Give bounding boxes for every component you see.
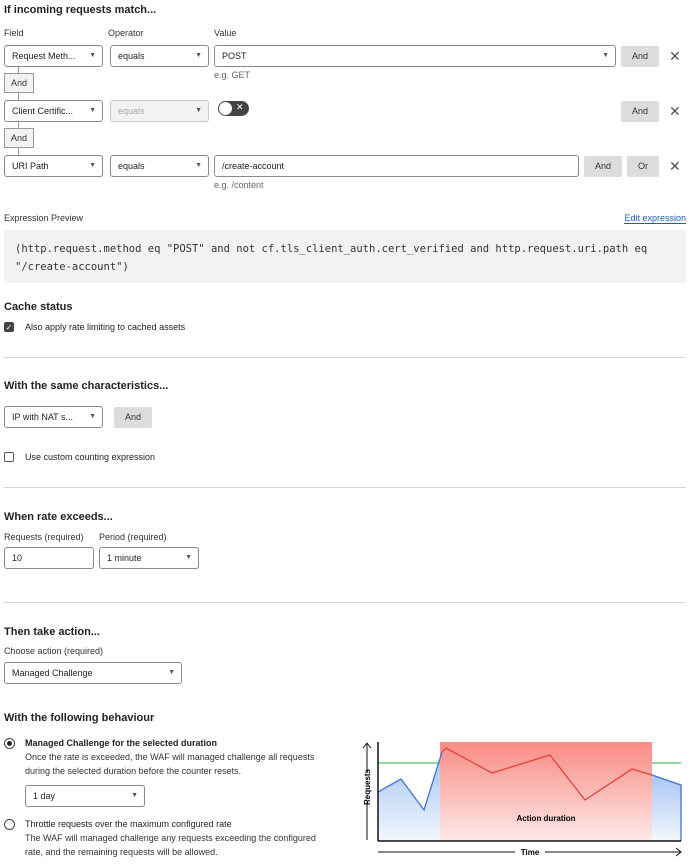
y-arrow-head xyxy=(362,742,372,749)
rate-title: When rate exceeds... xyxy=(4,511,113,523)
behaviour-title: With the following behaviour xyxy=(4,712,155,724)
field-value: Request Meth... xyxy=(12,51,76,61)
option-2-desc-2: rate, and the remaining requests will be… xyxy=(25,847,218,857)
option-2-title: Throttle requests over the maximum confi… xyxy=(25,819,232,829)
caret-down-icon: ▼ xyxy=(89,107,96,114)
cache-status-title: Cache status xyxy=(4,301,73,313)
option-1-desc-2: during the selected duration before the … xyxy=(25,766,242,776)
operator-select-2: equals ▼ xyxy=(110,100,209,122)
value-label: Value xyxy=(214,28,237,38)
period-label: Period (required) xyxy=(99,532,167,542)
divider xyxy=(4,357,686,358)
period-value: 1 minute xyxy=(107,553,142,563)
field-value: Client Certific... xyxy=(12,106,74,116)
caret-down-icon: ▼ xyxy=(89,413,96,420)
caret-down-icon: ▼ xyxy=(131,792,138,799)
caret-down-icon: ▼ xyxy=(89,52,96,59)
operator-select-1[interactable]: equals ▼ xyxy=(110,45,209,67)
caret-down-icon: ▼ xyxy=(195,52,202,59)
toggle-knob xyxy=(219,102,232,115)
x-icon: ✕ xyxy=(236,102,244,112)
period-select[interactable]: 1 minute ▼ xyxy=(99,547,199,569)
caret-down-icon: ▼ xyxy=(168,669,175,676)
requests-label: Requests (required) xyxy=(4,532,84,542)
caret-down-icon: ▼ xyxy=(89,162,96,169)
operator-select-3[interactable]: equals ▼ xyxy=(110,155,209,177)
throttle-radio[interactable] xyxy=(4,819,15,830)
managed-challenge-duration-radio[interactable] xyxy=(4,738,15,749)
hint-1: e.g. GET xyxy=(214,70,251,80)
caret-down-icon: ▼ xyxy=(195,162,202,169)
and-button-2[interactable]: And xyxy=(621,101,659,122)
caret-down-icon: ▼ xyxy=(185,554,192,561)
or-button-3[interactable]: Or xyxy=(627,156,659,177)
value-select-1[interactable]: POST ▼ xyxy=(214,45,616,67)
remove-row-3-icon[interactable]: ✕ xyxy=(669,158,681,174)
x-axis-label: Time xyxy=(521,848,540,857)
value-text: POST xyxy=(222,51,247,61)
characteristic-value: IP with NAT s... xyxy=(12,412,74,422)
choose-action-label: Choose action (required) xyxy=(4,646,104,656)
normal-area xyxy=(378,758,440,841)
expression-line-2: "/create-account") xyxy=(15,261,129,273)
field-select-3[interactable]: URI Path ▼ xyxy=(4,155,103,177)
duration-value: 1 day xyxy=(33,791,56,801)
field-select-1[interactable]: Request Meth... ▼ xyxy=(4,45,103,67)
action-select[interactable]: Managed Challenge ▼ xyxy=(4,662,182,684)
field-label: Field xyxy=(4,28,24,38)
divider xyxy=(4,602,686,603)
duration-select[interactable]: 1 day ▼ xyxy=(25,785,145,807)
cache-checkbox[interactable]: ✓ xyxy=(4,322,14,332)
x-arrow-head xyxy=(675,847,682,857)
custom-counting-checkbox[interactable] xyxy=(4,452,14,462)
option-1-desc-1: Once the rate is exceeded, the WAF will … xyxy=(25,752,315,762)
action-value: Managed Challenge xyxy=(12,668,93,678)
characteristic-select[interactable]: IP with NAT s... ▼ xyxy=(4,406,103,428)
cache-checkbox-label: Also apply rate limiting to cached asset… xyxy=(25,322,186,332)
characteristics-title: With the same characteristics... xyxy=(4,380,169,392)
operator-value: equals xyxy=(118,161,145,171)
option-2-desc-1: The WAF will managed challenge any reque… xyxy=(25,833,316,843)
action-title: Then take action... xyxy=(4,626,100,638)
exceeded-requests-line xyxy=(441,747,653,801)
cert-verified-toggle[interactable]: ✕ xyxy=(218,101,249,116)
normal-requests-line xyxy=(377,751,443,812)
divider xyxy=(4,487,686,488)
remove-row-2-icon[interactable]: ✕ xyxy=(669,103,681,119)
value-input-3[interactable]: /create-account xyxy=(214,155,579,177)
requests-input[interactable]: 10 xyxy=(4,547,94,569)
rate-limit-diagram: Requests Time Action duration xyxy=(362,742,682,857)
and-connector-2[interactable]: And xyxy=(4,128,34,148)
caret-down-icon: ▼ xyxy=(602,52,609,59)
action-duration-label: Action duration xyxy=(516,814,575,823)
normal-area-right xyxy=(652,775,681,841)
operator-value: equals xyxy=(118,51,145,61)
operator-label: Operator xyxy=(108,28,144,38)
and-button-1[interactable]: And xyxy=(621,46,659,67)
action-duration-region xyxy=(440,742,652,841)
edit-expression-link[interactable]: Edit expression xyxy=(624,213,686,224)
y-axis-label: Requests xyxy=(363,768,372,805)
field-select-2[interactable]: Client Certific... ▼ xyxy=(4,100,103,122)
operator-value: equals xyxy=(118,106,145,116)
option-1-title: Managed Challenge for the selected durat… xyxy=(25,738,218,748)
expression-line-1: (http.request.method eq "POST" and not c… xyxy=(15,243,648,255)
caret-down-icon: ▼ xyxy=(195,107,202,114)
expression-preview: (http.request.method eq "POST" and not c… xyxy=(4,230,686,283)
section-title-match: If incoming requests match... xyxy=(4,4,157,16)
hint-3: e.g. /content xyxy=(214,180,264,190)
field-value: URI Path xyxy=(12,161,49,171)
expression-preview-label: Expression Preview xyxy=(4,213,84,223)
custom-counting-label: Use custom counting expression xyxy=(25,452,156,462)
normal-requests-line xyxy=(651,774,682,841)
and-button-3[interactable]: And xyxy=(584,156,622,177)
and-connector-1[interactable]: And xyxy=(4,73,34,93)
characteristic-and-button[interactable]: And xyxy=(114,407,152,428)
remove-row-1-icon[interactable]: ✕ xyxy=(669,48,681,64)
